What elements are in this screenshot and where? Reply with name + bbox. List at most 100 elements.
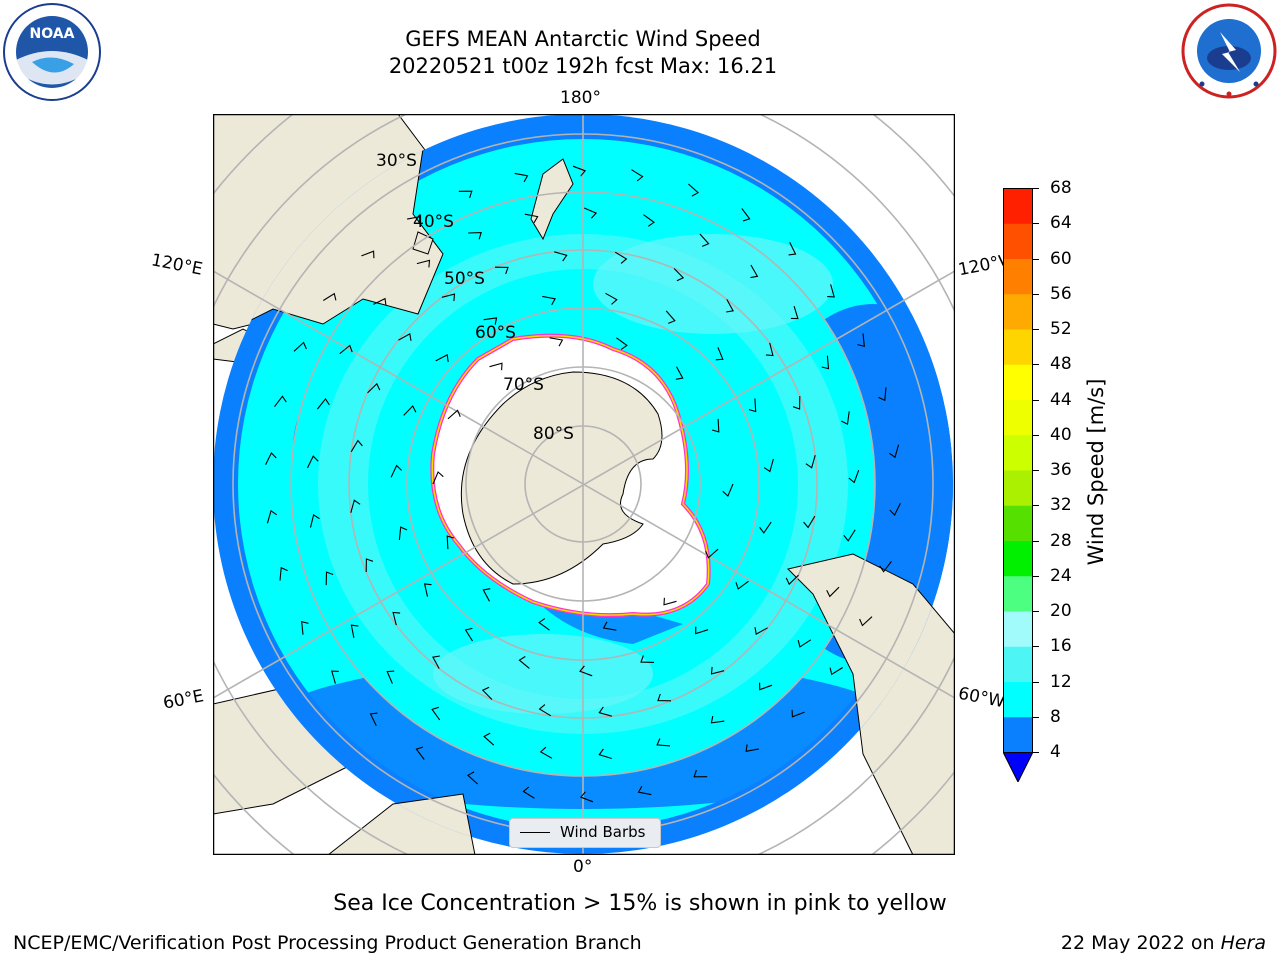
colorbar-tick-mark — [1033, 434, 1039, 436]
wind-barb — [539, 746, 553, 759]
colorbar-bin — [1003, 505, 1033, 541]
colorbar-tick-mark — [1033, 611, 1039, 612]
wind-barb — [365, 558, 374, 573]
wind-barb — [431, 706, 441, 721]
wind-barb — [350, 439, 363, 453]
colorbar-tick-mark — [1033, 188, 1039, 189]
colorbar-tick-mark — [1033, 505, 1039, 507]
colorbar-svg — [1002, 188, 1034, 784]
footer-right: 22 May 2022 on Hera — [1061, 932, 1266, 954]
wind-barb — [889, 503, 901, 516]
wind-barb — [293, 341, 307, 352]
map-title: GEFS MEAN Antarctic Wind Speed — [405, 27, 761, 51]
polar-map — [212, 113, 956, 856]
colorbar-tick-mark — [1033, 329, 1039, 330]
colorbar-bin — [1003, 681, 1033, 718]
colorbar-bin — [1003, 258, 1033, 295]
wind-barb — [598, 748, 612, 760]
wind-barb — [705, 548, 719, 559]
wind-barb — [605, 292, 618, 305]
colorbar-tick-label: 28 — [1050, 530, 1072, 551]
wind-barb — [458, 190, 473, 199]
wind-barb — [859, 616, 873, 627]
wind-barb — [673, 268, 685, 282]
colorbar-tick-label: 36 — [1050, 460, 1072, 480]
wind-barb — [447, 409, 461, 420]
colorbar-tick-mark — [1033, 364, 1039, 366]
wind-barb — [309, 514, 320, 528]
wind-barb — [878, 387, 887, 402]
wind-barb — [857, 333, 865, 348]
colorbar-tick-label: 32 — [1050, 495, 1072, 516]
wind-barb — [614, 251, 628, 264]
wind-barb — [423, 583, 432, 597]
colorbar-tick-label: 52 — [1050, 319, 1072, 339]
wind-barb — [598, 706, 612, 717]
wind-barb — [331, 670, 339, 684]
wind-barb — [549, 337, 564, 347]
wind-barb — [735, 580, 749, 590]
wind-barb — [843, 529, 856, 542]
wind-barb — [390, 464, 402, 478]
wind-barb — [398, 526, 408, 541]
wind-barb — [827, 284, 835, 298]
noaa-logo: NOAA — [2, 2, 102, 102]
wind-barb — [307, 455, 319, 469]
wind-barb — [656, 738, 671, 747]
wind-barb — [805, 455, 816, 469]
footer-host: Hera — [1220, 932, 1266, 954]
lon-label-60w: 60°W — [956, 683, 1007, 713]
colorbar-bin — [1003, 188, 1033, 224]
wind-barb — [750, 264, 759, 279]
wind-barb — [403, 405, 417, 416]
wind-barb — [745, 744, 760, 752]
wind-barb — [699, 233, 710, 247]
wind-barb — [637, 785, 652, 796]
wind-barb — [631, 169, 644, 182]
lat-label-50s: 50°S — [444, 269, 485, 289]
wind-barb — [829, 667, 843, 676]
wind-barb — [643, 214, 655, 227]
lon-label-0: 0° — [573, 857, 593, 877]
lat-label-70s: 70°S — [503, 375, 544, 395]
colorbar-bin — [1003, 434, 1033, 471]
colorbar-tick-label: 56 — [1050, 283, 1072, 304]
colorbar-tick-label: 48 — [1050, 354, 1072, 375]
wind-barb — [274, 395, 287, 408]
colorbar-tick-mark — [1033, 575, 1039, 577]
wind-barb — [848, 470, 860, 484]
wind-barb — [325, 571, 334, 586]
lon-label-120e: 120°E — [149, 250, 205, 280]
wind-barb — [722, 483, 734, 497]
wind-barb — [386, 670, 395, 684]
wind-barb — [790, 306, 799, 320]
sea-ice-note: Sea Ice Concentration > 15% is shown in … — [333, 891, 947, 916]
wind-barb — [369, 712, 378, 726]
wind-barb — [367, 382, 381, 394]
wind-barb — [640, 655, 655, 663]
wind-barb — [572, 165, 587, 177]
wind-barb — [432, 471, 444, 485]
wind-barb — [538, 704, 552, 717]
wind-barb — [765, 342, 774, 357]
footer-left: NCEP/EMC/Verification Post Processing Pr… — [13, 932, 642, 954]
wind-barb — [481, 686, 493, 700]
lat-label-30s: 30°S — [376, 151, 417, 171]
lat-label-40s: 40°S — [413, 212, 454, 232]
colorbar-tick-mark — [1033, 540, 1039, 542]
wind-barb — [665, 310, 676, 324]
colorbar-bin — [1003, 293, 1033, 330]
lat-label-80s: 80°S — [533, 424, 574, 444]
wind-barb — [754, 627, 768, 635]
colorbar-bin — [1003, 575, 1033, 612]
wind-barb — [826, 586, 840, 598]
colorbar-bin — [1003, 329, 1033, 365]
wind-barb — [416, 259, 431, 268]
wind-barb — [657, 693, 672, 702]
colorbar-bin — [1003, 223, 1033, 259]
wind-barb — [710, 666, 725, 675]
wind-barb — [323, 292, 337, 301]
wind-barb — [415, 746, 425, 760]
wind-barb — [583, 207, 598, 219]
wind-barb — [339, 344, 353, 355]
